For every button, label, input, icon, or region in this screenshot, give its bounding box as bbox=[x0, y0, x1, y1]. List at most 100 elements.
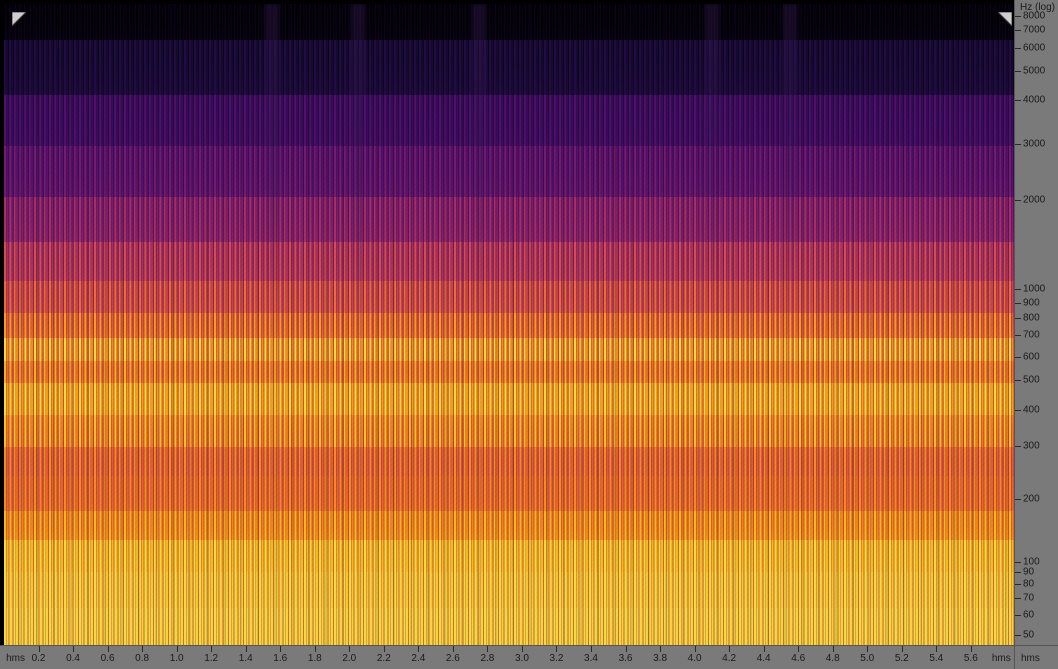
time-tick-label: 3.0 bbox=[515, 653, 529, 664]
time-tick bbox=[384, 646, 385, 652]
time-tick-label: 3.2 bbox=[550, 653, 564, 664]
time-unit-label-left: hms bbox=[6, 653, 25, 664]
freq-tick bbox=[1015, 303, 1021, 304]
time-tick-label: 1.8 bbox=[308, 653, 322, 664]
time-tick bbox=[142, 646, 143, 652]
time-tick-label: 2.4 bbox=[411, 653, 425, 664]
freq-tick-label: 700 bbox=[1023, 330, 1040, 341]
time-tick bbox=[833, 646, 834, 652]
freq-tick bbox=[1015, 30, 1021, 31]
selection-handle-right[interactable] bbox=[998, 12, 1012, 26]
spectro-band bbox=[4, 196, 1014, 242]
freq-tick-label: 80 bbox=[1023, 579, 1034, 590]
time-tick-label: 1.6 bbox=[273, 653, 287, 664]
freq-tick-label: 90 bbox=[1023, 566, 1034, 577]
freq-tick-label: 1000 bbox=[1023, 284, 1045, 295]
freq-tick-label: 7000 bbox=[1023, 24, 1045, 35]
time-tick bbox=[349, 646, 350, 652]
time-tick-label: 0.8 bbox=[135, 653, 149, 664]
spectrogram-view[interactable] bbox=[4, 4, 1014, 645]
corner-unit-label: hms bbox=[1021, 653, 1040, 664]
spectro-band bbox=[4, 446, 1014, 476]
time-tick-label: 3.8 bbox=[653, 653, 667, 664]
freq-tick bbox=[1015, 584, 1021, 585]
time-tick bbox=[556, 646, 557, 652]
time-tick-label: 3.4 bbox=[584, 653, 598, 664]
freq-tick-label: 400 bbox=[1023, 404, 1040, 415]
time-tick-label: 5.6 bbox=[964, 653, 978, 664]
time-tick-label: 5.4 bbox=[929, 653, 943, 664]
time-tick bbox=[246, 646, 247, 652]
freq-tick-label: 4000 bbox=[1023, 95, 1045, 106]
freq-tick bbox=[1015, 562, 1021, 563]
freq-tick-label: 5000 bbox=[1023, 65, 1045, 76]
time-tick-label: 2.0 bbox=[342, 653, 356, 664]
spectro-band bbox=[4, 241, 1014, 280]
time-tick-label: 0.4 bbox=[66, 653, 80, 664]
spectro-band bbox=[4, 539, 1014, 572]
freq-tick-label: 70 bbox=[1023, 593, 1034, 604]
selection-handle-left[interactable] bbox=[12, 12, 26, 26]
spectro-band bbox=[4, 312, 1014, 339]
time-tick-label: 1.2 bbox=[204, 653, 218, 664]
spectro-band bbox=[4, 382, 1014, 415]
time-tick bbox=[591, 646, 592, 652]
freq-tick bbox=[1015, 410, 1021, 411]
freq-tick bbox=[1015, 16, 1021, 17]
spectro-band bbox=[4, 280, 1014, 313]
time-tick-label: 4.4 bbox=[757, 653, 771, 664]
freq-tick bbox=[1015, 100, 1021, 101]
spectro-band bbox=[4, 414, 1014, 447]
freq-tick bbox=[1015, 318, 1021, 319]
freq-tick bbox=[1015, 446, 1021, 447]
time-tick bbox=[660, 646, 661, 652]
freq-tick bbox=[1015, 200, 1021, 201]
time-tick-label: 1.4 bbox=[239, 653, 253, 664]
freq-tick-label: 900 bbox=[1023, 297, 1040, 308]
time-tick bbox=[695, 646, 696, 652]
time-tick bbox=[867, 646, 868, 652]
spectro-band bbox=[4, 94, 1014, 146]
spectro-band bbox=[4, 607, 1014, 645]
time-tick-label: 2.6 bbox=[446, 653, 460, 664]
time-tick-label: 4.6 bbox=[791, 653, 805, 664]
freq-tick-label: 200 bbox=[1023, 493, 1040, 504]
freq-tick-label: 2000 bbox=[1023, 194, 1045, 205]
time-tick-label: 0.6 bbox=[101, 653, 115, 664]
time-tick-label: 5.2 bbox=[895, 653, 909, 664]
time-ruler[interactable]: hms hms 0.20.40.60.81.01.21.41.61.82.02.… bbox=[0, 645, 1014, 669]
time-tick-label: 5.0 bbox=[860, 653, 874, 664]
frequency-ruler[interactable]: Hz (log) 8000700060005000400030002000100… bbox=[1014, 0, 1058, 645]
time-tick-label: 2.2 bbox=[377, 653, 391, 664]
spectro-band bbox=[4, 360, 1014, 383]
time-tick bbox=[522, 646, 523, 652]
time-tick bbox=[211, 646, 212, 652]
time-tick bbox=[487, 646, 488, 652]
time-tick bbox=[626, 646, 627, 652]
time-tick bbox=[902, 646, 903, 652]
freq-tick bbox=[1015, 598, 1021, 599]
time-tick-label: 4.2 bbox=[722, 653, 736, 664]
time-tick bbox=[280, 646, 281, 652]
freq-tick bbox=[1015, 499, 1021, 500]
freq-tick-label: 3000 bbox=[1023, 138, 1045, 149]
freq-tick bbox=[1015, 71, 1021, 72]
time-tick bbox=[798, 646, 799, 652]
freq-tick bbox=[1015, 572, 1021, 573]
time-tick bbox=[729, 646, 730, 652]
time-tick bbox=[764, 646, 765, 652]
spectro-band bbox=[4, 475, 1014, 511]
time-tick bbox=[108, 646, 109, 652]
freq-tick-label: 60 bbox=[1023, 609, 1034, 620]
time-unit-label-right: hms bbox=[992, 653, 1011, 664]
freq-tick bbox=[1015, 357, 1021, 358]
time-tick-label: 2.8 bbox=[480, 653, 494, 664]
freq-tick-label: 300 bbox=[1023, 441, 1040, 452]
freq-tick bbox=[1015, 380, 1021, 381]
time-tick bbox=[936, 646, 937, 652]
freq-tick bbox=[1015, 335, 1021, 336]
time-tick-label: 4.8 bbox=[826, 653, 840, 664]
spectro-band bbox=[4, 145, 1014, 197]
time-tick-label: 4.0 bbox=[688, 653, 702, 664]
time-tick bbox=[971, 646, 972, 652]
